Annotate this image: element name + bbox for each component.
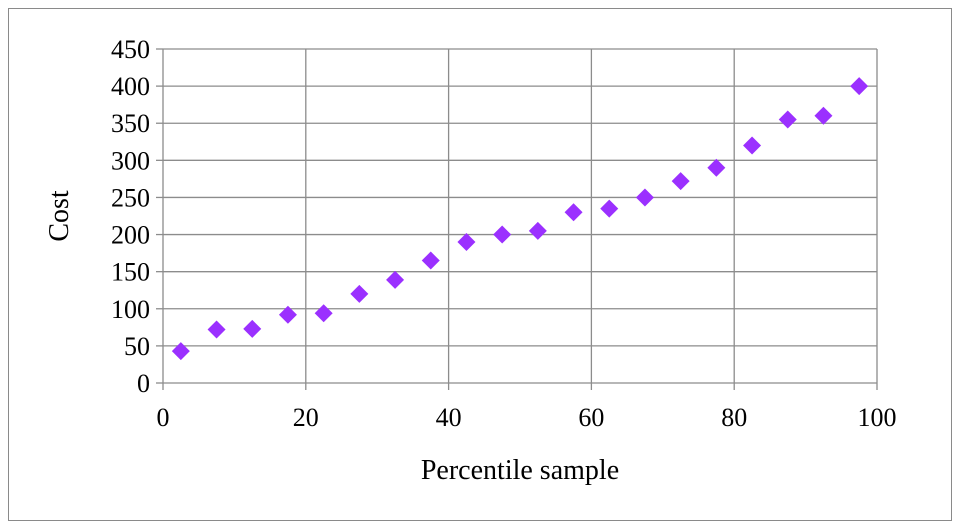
x-tick-label: 60 [578,403,604,432]
data-point [243,319,262,338]
x-tick-label: 80 [721,403,747,432]
data-point [814,106,833,125]
y-tick-label: 150 [111,258,150,287]
data-point [707,158,726,177]
data-point [421,251,440,270]
x-tick-label: 20 [293,403,319,432]
data-point [778,110,797,129]
data-point [743,136,762,155]
data-point [671,172,690,191]
x-tick-label: 40 [436,403,462,432]
x-tick-labels: 0 20 40 60 80 100 [157,403,897,432]
grid-layer [163,48,878,383]
y-tick-label: 350 [111,109,150,138]
data-point [600,199,619,218]
data-point [350,284,369,303]
data-point [564,203,583,222]
data-points [171,77,869,361]
data-point [171,342,190,361]
y-tick-label: 100 [111,295,150,324]
y-tick-label: 400 [111,72,150,101]
axis-layer [156,48,878,390]
y-tick-label: 300 [111,146,150,175]
data-point [278,305,297,324]
data-point [457,232,476,251]
y-tick-label: 50 [124,332,150,361]
data-point [386,270,405,289]
data-point [207,320,226,339]
data-point [850,77,869,96]
data-point [528,221,547,240]
x-tick-label: 0 [157,403,170,432]
data-point [635,188,654,207]
data-point [493,225,512,244]
y-axis-title: Cost [44,190,75,242]
chart-frame [8,8,952,521]
y-tick-label: 0 [137,369,150,398]
y-tick-label: 250 [111,183,150,212]
x-tick-label: 100 [858,403,897,432]
x-axis-title: Percentile sample [421,455,619,486]
y-tick-label: 450 [111,35,150,64]
data-point [314,304,333,323]
y-tick-labels: 0 50 100 150 200 250 300 350 400 450 [111,35,150,398]
y-tick-label: 200 [111,221,150,250]
